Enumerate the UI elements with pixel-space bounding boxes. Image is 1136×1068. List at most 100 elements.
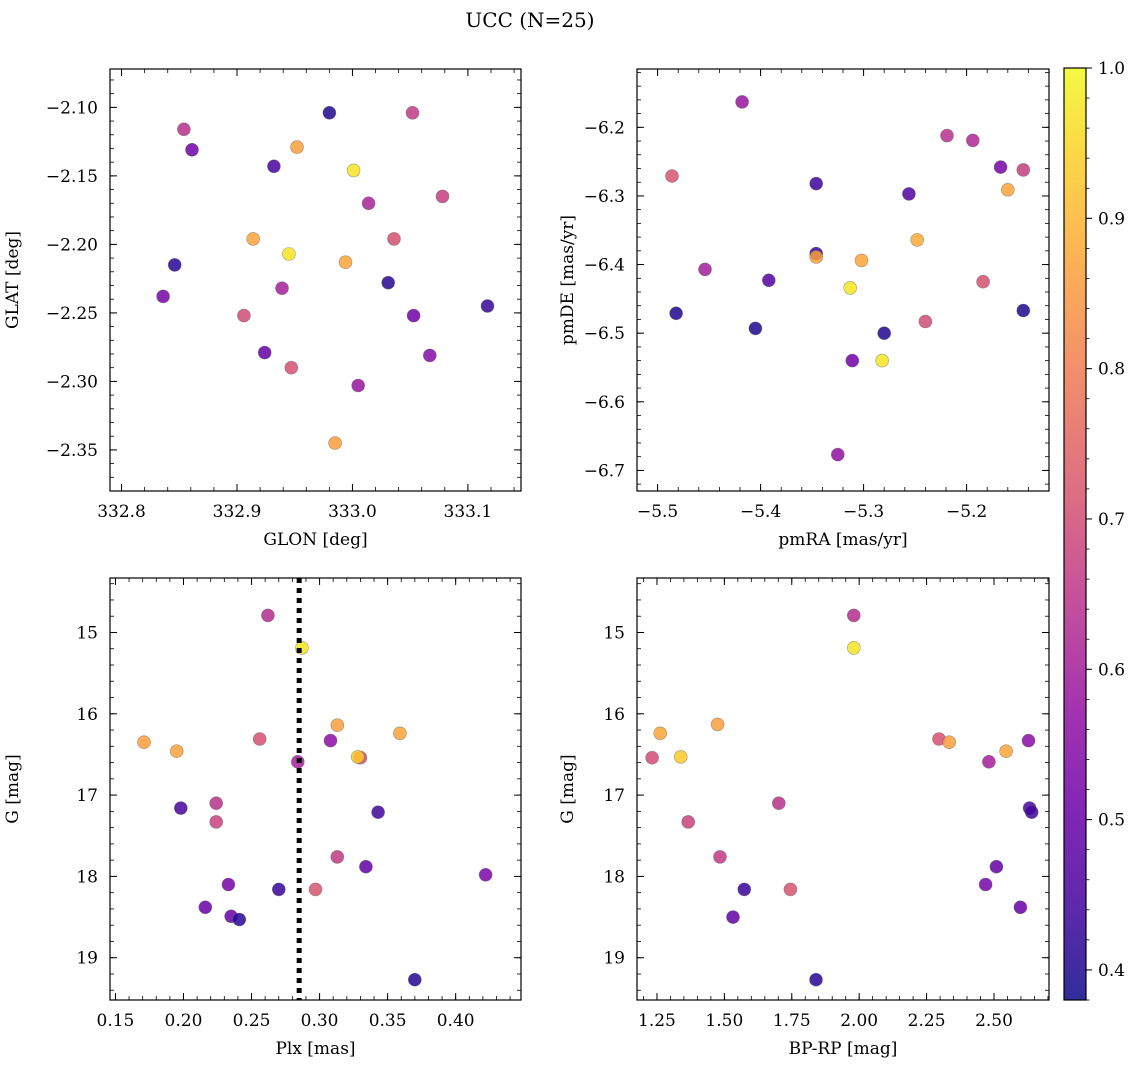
y-axis-label: G [mag]: [3, 754, 23, 823]
scatter-point: [198, 900, 213, 915]
x-tick-label: 0.25: [233, 1011, 271, 1031]
x-tick-label: 332.8: [97, 502, 146, 522]
scatter-point: [976, 274, 990, 289]
scatter-point: [845, 353, 860, 368]
scatter-point: [232, 912, 247, 927]
scatter-point: [246, 232, 260, 246]
scatter-point: [351, 378, 366, 393]
scatter-point: [918, 314, 933, 329]
scatter-point: [846, 641, 861, 655]
scatter-point: [735, 95, 749, 109]
scatter-point: [681, 815, 696, 829]
scatter-point: [371, 805, 385, 820]
scatter-point: [783, 882, 798, 897]
colorbar-tick-label: 0.4: [1098, 961, 1125, 981]
scatter-point: [713, 850, 727, 864]
scatter-point: [653, 726, 668, 741]
scatter-point: [290, 140, 304, 154]
y-tick-label: 18: [603, 867, 625, 887]
scatter-point: [673, 750, 688, 764]
y-tick-label: −2.10: [46, 98, 98, 118]
x-tick-label: 0.20: [165, 1011, 203, 1031]
x-axis-label: Plx [mas]: [275, 1039, 355, 1059]
scatter-point: [406, 308, 421, 323]
y-tick-label: −6.5: [584, 324, 625, 344]
scatter-point: [809, 972, 823, 987]
x-tick-label: 2.00: [840, 1011, 878, 1031]
y-tick-label: −6.4: [584, 256, 625, 276]
scatter-point: [910, 233, 925, 247]
scatter-point: [669, 306, 683, 321]
scatter-point: [156, 289, 170, 304]
y-tick-label: −2.25: [46, 304, 98, 324]
scatter-point: [809, 250, 824, 264]
scatter-point: [350, 750, 365, 764]
panel-4: 1.25 1.50 1.75 2.00 2.25 2.50 15 16 17 18 19 BP-RP …: [558, 577, 1050, 1059]
scatter-point: [330, 718, 345, 733]
y-tick-label: 16: [603, 705, 625, 725]
scatter-point: [381, 275, 396, 290]
scatter-point: [982, 754, 996, 769]
scatter-point: [902, 187, 916, 201]
scatter-point: [361, 196, 376, 211]
scatter-point: [323, 733, 338, 748]
axes-frame: [109, 577, 522, 1001]
scatter-point: [435, 189, 450, 204]
colorbar-tick-label: 0.6: [1098, 660, 1125, 680]
scatter-point: [257, 345, 272, 360]
scatter-point: [407, 972, 422, 987]
scatter-point: [267, 159, 281, 174]
y-tick-label: −2.30: [46, 372, 98, 392]
y-tick-label: 19: [76, 949, 98, 969]
scatter-point: [965, 133, 980, 148]
x-tick-label: −5.5: [637, 502, 678, 522]
scatter-point: [405, 106, 420, 120]
y-tick-label: 17: [603, 786, 625, 806]
y-tick-label: 15: [76, 623, 98, 643]
scatter-point: [346, 163, 361, 178]
scatter-point: [877, 326, 892, 341]
scatter-point: [1016, 163, 1031, 177]
scatter-point: [698, 262, 712, 277]
x-tick-label: 0.40: [437, 1011, 475, 1031]
scatter-point: [209, 796, 223, 811]
scatter-points: [156, 106, 495, 450]
scatter-point: [209, 815, 223, 829]
colorbar-tick-label: 0.8: [1098, 360, 1125, 380]
x-tick-label: 2.50: [975, 1011, 1013, 1031]
scatter-point: [359, 859, 373, 874]
scatter-point: [726, 910, 740, 924]
scatter-point: [174, 801, 188, 815]
x-tick-label: −5.2: [946, 502, 987, 522]
x-tick-label: 0.35: [369, 1011, 407, 1031]
panel-3: 0.15 0.20 0.25 0.30 0.35 0.40 15 16 17 18 19 Plx [m…: [3, 577, 522, 1059]
axes-frame: [109, 68, 522, 492]
scatter-point: [942, 735, 957, 750]
x-tick-label: 0.15: [97, 1011, 135, 1031]
scatter-point: [261, 608, 275, 623]
scatter-points: [665, 95, 1031, 462]
x-tick-label: 1.25: [638, 1011, 676, 1031]
scatter-points: [137, 608, 493, 987]
y-tick-label: 15: [603, 623, 625, 643]
x-tick-label: −5.3: [843, 502, 884, 522]
figure-title: UCC (N=25): [465, 8, 594, 32]
scatter-points: [645, 608, 1039, 987]
scatter-point: [809, 176, 824, 191]
x-tick-label: 332.9: [213, 502, 262, 522]
scatter-point: [846, 608, 861, 623]
colorbar: 0.4 0.5 0.6 0.7 0.8 0.9 1.0: [1063, 59, 1125, 1001]
scatter-point: [330, 850, 345, 864]
scatter-point: [167, 258, 182, 272]
panel-1: 332.8 332.9 333.0 333.1 −2.35 −2.30 −2.25 −2.20…: [3, 68, 522, 550]
y-axis-label: G [mag]: [558, 754, 578, 823]
x-axis-label: GLON [deg]: [263, 530, 367, 550]
scatter-point: [480, 299, 495, 313]
scatter-point: [282, 247, 296, 261]
scatter-point: [993, 160, 1008, 174]
scatter-point: [1021, 733, 1036, 748]
scatter-point: [854, 253, 869, 268]
y-tick-label: −2.35: [46, 441, 98, 461]
x-tick-label: 333.1: [444, 502, 493, 522]
